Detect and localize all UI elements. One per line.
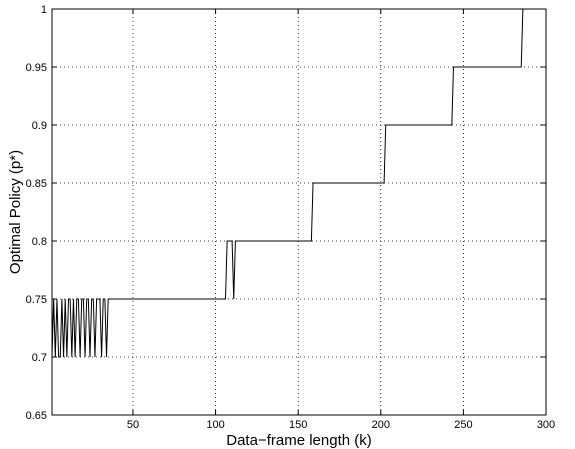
plot-frame (51, 8, 547, 416)
x-tick-label: 150 (289, 419, 307, 431)
x-tick-label: 50 (127, 419, 139, 431)
x-tick-label: 250 (454, 419, 472, 431)
x-tick-label: 200 (372, 419, 390, 431)
tick-layer: 50 100 150 200 250 300 0.65 0.7 0.75 0.8 0.85 0.9 0.… (26, 4, 556, 431)
grid-layer (52, 9, 546, 415)
y-tick-label: 0.7 (32, 352, 47, 364)
x-axis-label: Data−frame length (k) (226, 432, 371, 449)
x-tick-label: 100 (206, 419, 224, 431)
y-tick-label: 0.75 (26, 294, 47, 306)
data-layer (51, 8, 525, 358)
y-tick-label: 0.85 (26, 178, 47, 190)
y-tick-label: 0.95 (26, 62, 47, 74)
x-tick-label: 300 (537, 419, 555, 431)
y-tick-label: 1 (41, 4, 47, 16)
y-axis-label: Optimal Policy (p*) (7, 150, 24, 274)
y-tick-label: 0.65 (26, 410, 47, 422)
series-line (51, 8, 525, 358)
y-tick-label: 0.9 (32, 120, 47, 132)
y-tick-label: 0.8 (32, 236, 47, 248)
